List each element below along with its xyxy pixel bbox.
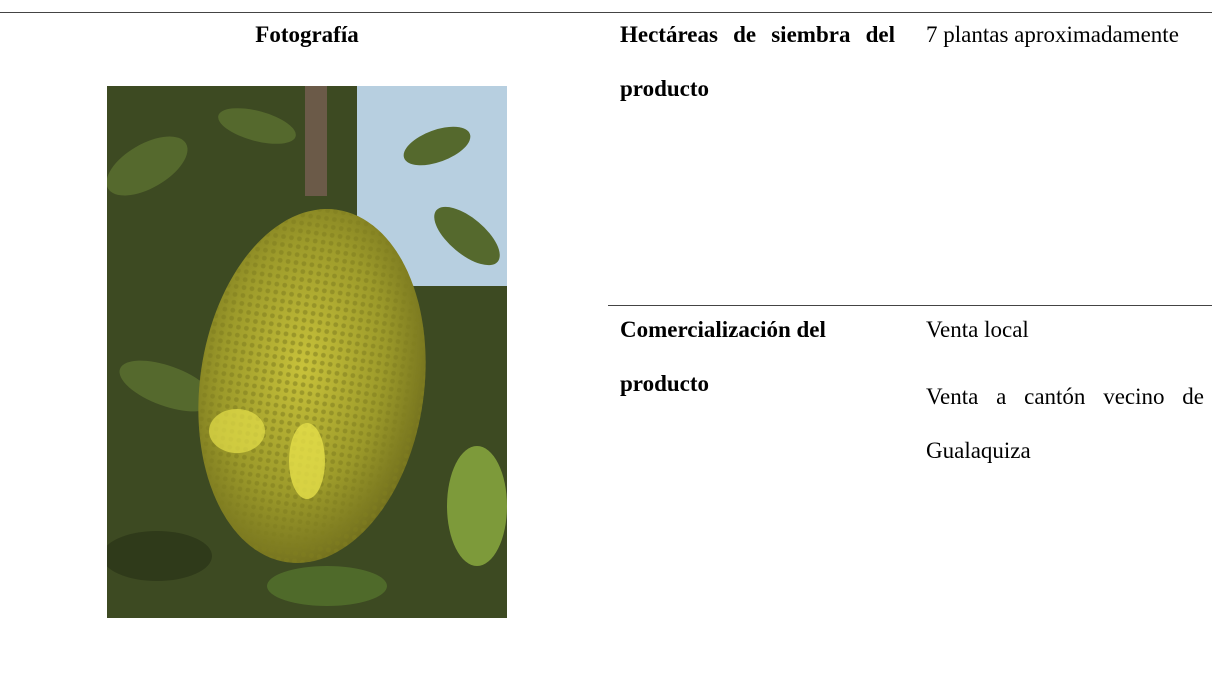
row-label: Hectáreas de siembra del producto: [620, 22, 895, 101]
row-label: Comercialización del producto: [620, 317, 826, 396]
row-divider: [608, 305, 1212, 306]
column-header: Fotografía: [255, 22, 359, 47]
table-top-border: [0, 12, 1212, 13]
row-value: Venta local Venta a cantón vecino de Gua…: [926, 303, 1204, 478]
value-paragraph: Venta a cantón vecino de Gualaquiza: [926, 384, 1204, 463]
jackfruit-photo: [107, 86, 507, 618]
row-value: 7 plantas aproximadamente: [926, 22, 1179, 47]
value-paragraph: Venta local: [926, 317, 1029, 342]
